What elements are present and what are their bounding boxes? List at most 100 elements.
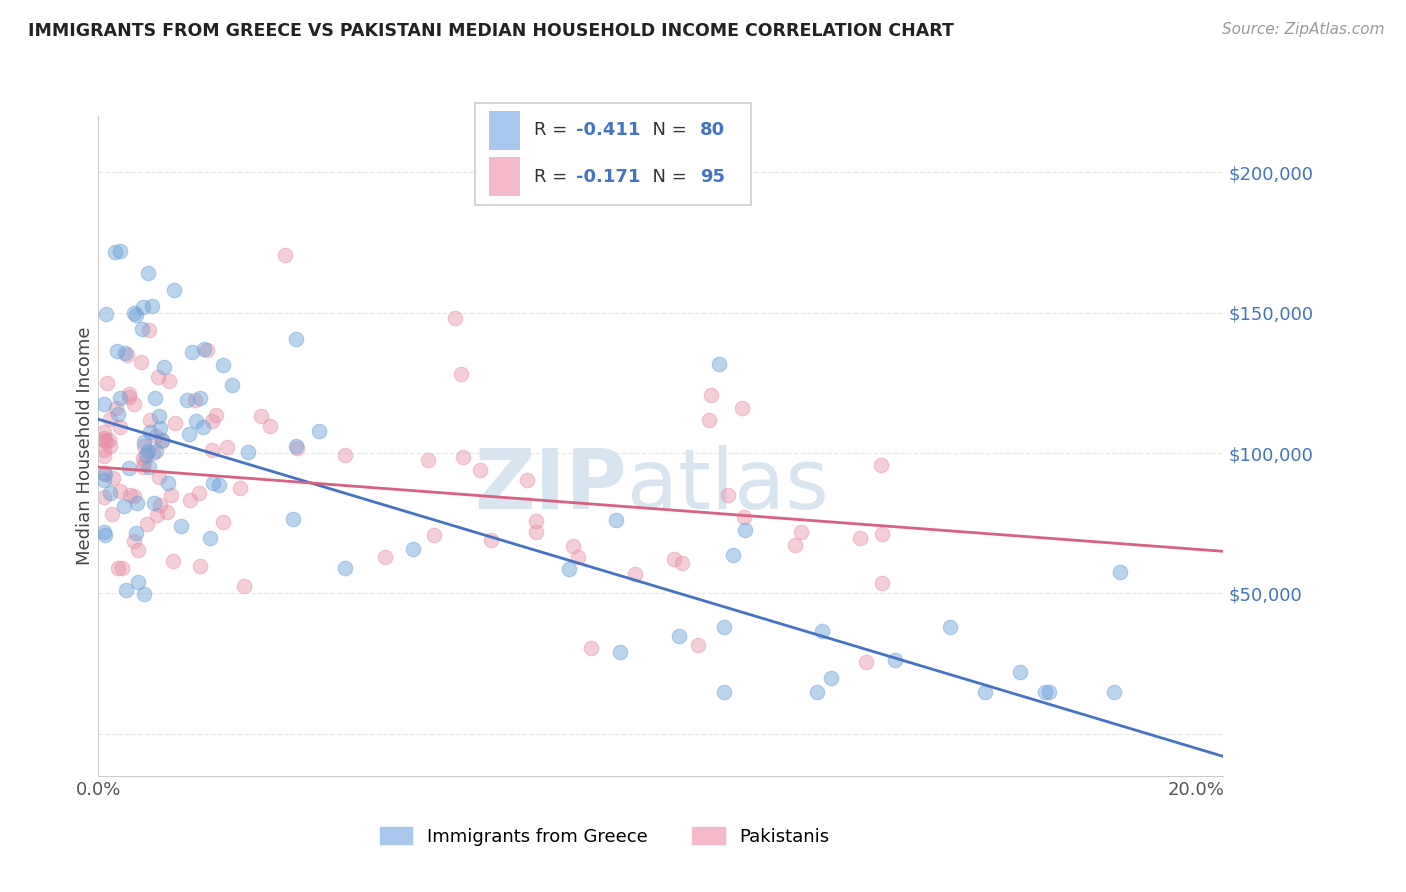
Point	[93, 425, 115, 440]
Point	[668, 629, 690, 643]
Point	[820, 671, 842, 685]
Point	[93, 524, 115, 539]
Point	[1108, 565, 1130, 579]
Point	[938, 620, 960, 634]
Point	[93, 528, 115, 542]
Point	[179, 492, 201, 507]
Point	[160, 487, 183, 501]
Point	[132, 587, 155, 601]
Point	[713, 620, 735, 634]
Point	[134, 439, 156, 453]
Point	[558, 562, 581, 576]
Point	[567, 550, 589, 565]
Point	[108, 419, 131, 434]
Point	[215, 440, 238, 454]
Point	[98, 439, 121, 453]
Point	[139, 425, 162, 439]
Point	[139, 413, 162, 427]
Point	[176, 392, 198, 407]
Point	[562, 539, 585, 553]
Point	[93, 450, 115, 464]
Point	[122, 397, 145, 411]
Bar	[489, 157, 520, 196]
Point	[731, 401, 754, 416]
Point	[184, 393, 207, 408]
Point	[233, 578, 256, 592]
Point	[136, 266, 159, 280]
Point	[118, 390, 141, 404]
Point	[148, 469, 170, 483]
Point	[93, 432, 115, 446]
Point	[96, 434, 118, 449]
Point	[450, 367, 472, 381]
Point	[884, 653, 907, 667]
Point	[93, 433, 115, 447]
Point	[671, 556, 693, 570]
Point	[110, 483, 132, 498]
Text: 95: 95	[700, 168, 725, 186]
Point	[157, 475, 180, 490]
Point	[96, 376, 118, 391]
Text: ZIP: ZIP	[475, 445, 627, 526]
Point	[148, 421, 170, 435]
Point	[208, 478, 231, 492]
Point	[150, 434, 173, 449]
Point	[153, 359, 176, 374]
Point	[131, 300, 153, 314]
Point	[136, 443, 159, 458]
Point	[118, 460, 141, 475]
Point	[283, 512, 305, 526]
Text: IMMIGRANTS FROM GREECE VS PAKISTANI MEDIAN HOUSEHOLD INCOME CORRELATION CHART: IMMIGRANTS FROM GREECE VS PAKISTANI MEDI…	[28, 22, 955, 40]
Point	[811, 624, 834, 638]
Point	[132, 451, 155, 466]
Point	[150, 433, 173, 447]
Point	[146, 370, 169, 384]
Point	[1102, 685, 1125, 699]
Point	[135, 448, 157, 462]
Point	[93, 473, 115, 487]
Point	[127, 543, 149, 558]
Point	[201, 414, 224, 428]
Point	[94, 467, 117, 481]
Text: -0.171: -0.171	[576, 168, 641, 186]
Point	[212, 515, 235, 529]
Point	[609, 645, 631, 659]
Point	[198, 531, 221, 545]
Point	[162, 554, 184, 568]
Point	[713, 685, 735, 699]
Point	[110, 244, 132, 258]
Point	[333, 448, 356, 462]
Text: Source: ZipAtlas.com: Source: ZipAtlas.com	[1222, 22, 1385, 37]
Point	[212, 358, 235, 372]
Point	[124, 489, 146, 503]
Point	[145, 444, 167, 458]
Point	[142, 446, 165, 460]
Point	[191, 420, 214, 434]
Point	[93, 491, 115, 505]
Point	[93, 466, 115, 480]
Point	[125, 496, 148, 510]
Point	[188, 558, 211, 573]
Point	[134, 455, 156, 469]
Point	[98, 412, 121, 426]
Point	[125, 308, 148, 322]
Point	[605, 512, 627, 526]
Point	[526, 515, 548, 529]
Point	[101, 507, 124, 521]
Point	[284, 438, 307, 452]
Point	[193, 342, 215, 356]
Point	[238, 445, 260, 459]
Point	[163, 283, 186, 297]
Point	[145, 508, 167, 522]
Point	[733, 510, 755, 524]
Point	[127, 575, 149, 590]
Point	[157, 374, 180, 388]
Point	[114, 346, 136, 360]
Point	[103, 471, 125, 485]
Point	[112, 499, 135, 513]
Point	[134, 435, 156, 450]
Point	[721, 548, 744, 562]
Point	[179, 427, 201, 442]
Point	[98, 486, 121, 500]
Point	[444, 311, 467, 326]
